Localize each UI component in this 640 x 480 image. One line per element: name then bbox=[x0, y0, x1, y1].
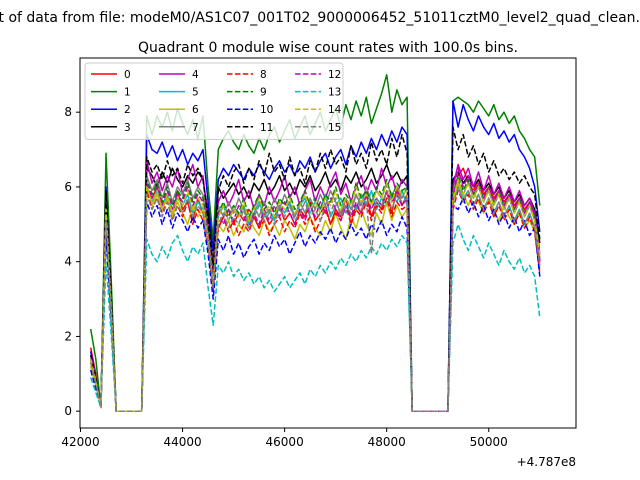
legend-label-8: 8 bbox=[260, 69, 267, 81]
legend-label-2: 2 bbox=[124, 104, 131, 116]
legend-label-3: 3 bbox=[124, 122, 131, 134]
legend-label-5: 5 bbox=[192, 87, 199, 99]
legend-label-15: 15 bbox=[328, 122, 341, 134]
x-tick-label: 46000 bbox=[266, 435, 304, 449]
axes-frame bbox=[79, 57, 577, 429]
x-tick-label: 42000 bbox=[61, 435, 99, 449]
legend-label-1: 1 bbox=[124, 87, 131, 99]
series-line-8 bbox=[89, 189, 541, 412]
y-tick-label: 4 bbox=[64, 255, 72, 269]
series-line-12 bbox=[89, 167, 541, 412]
x-tick-label: 50000 bbox=[470, 435, 508, 449]
series-line-9 bbox=[89, 174, 541, 412]
legend-label-4: 4 bbox=[192, 69, 199, 81]
legend-label-7: 7 bbox=[192, 122, 199, 134]
series-line-11 bbox=[89, 126, 541, 412]
x-offset-label: +4.787e8 bbox=[517, 455, 576, 469]
series-line-10 bbox=[89, 197, 541, 412]
legend-label-9: 9 bbox=[260, 87, 267, 99]
legend-label-0: 0 bbox=[124, 69, 131, 81]
series-line-15 bbox=[89, 186, 541, 412]
legend-label-13: 13 bbox=[328, 87, 341, 99]
series-layer bbox=[89, 74, 541, 412]
legend-label-11: 11 bbox=[260, 122, 273, 134]
x-tick-label: 44000 bbox=[163, 435, 201, 449]
legend-box bbox=[84, 62, 344, 140]
x-axis: 42000 44000 46000 48000 50000 bbox=[61, 428, 508, 449]
legend-label-10: 10 bbox=[260, 104, 273, 116]
y-tick-label: 8 bbox=[64, 105, 72, 119]
legend-label-12: 12 bbox=[328, 69, 341, 81]
y-axis: 0 2 4 6 8 bbox=[64, 105, 80, 418]
series-line-13 bbox=[89, 223, 541, 412]
legend-label-14: 14 bbox=[328, 104, 342, 116]
x-tick-label: 48000 bbox=[368, 435, 406, 449]
y-tick-label: 6 bbox=[64, 180, 72, 194]
chart-suptitle: Plot of data from file: modeM0/AS1C07_00… bbox=[0, 10, 640, 26]
legend-label-6: 6 bbox=[192, 104, 199, 116]
y-tick-label: 0 bbox=[64, 404, 72, 418]
y-tick-label: 2 bbox=[64, 329, 72, 343]
chart-title: Quadrant 0 module wise count rates with … bbox=[138, 40, 518, 56]
series-line-7 bbox=[89, 174, 541, 412]
